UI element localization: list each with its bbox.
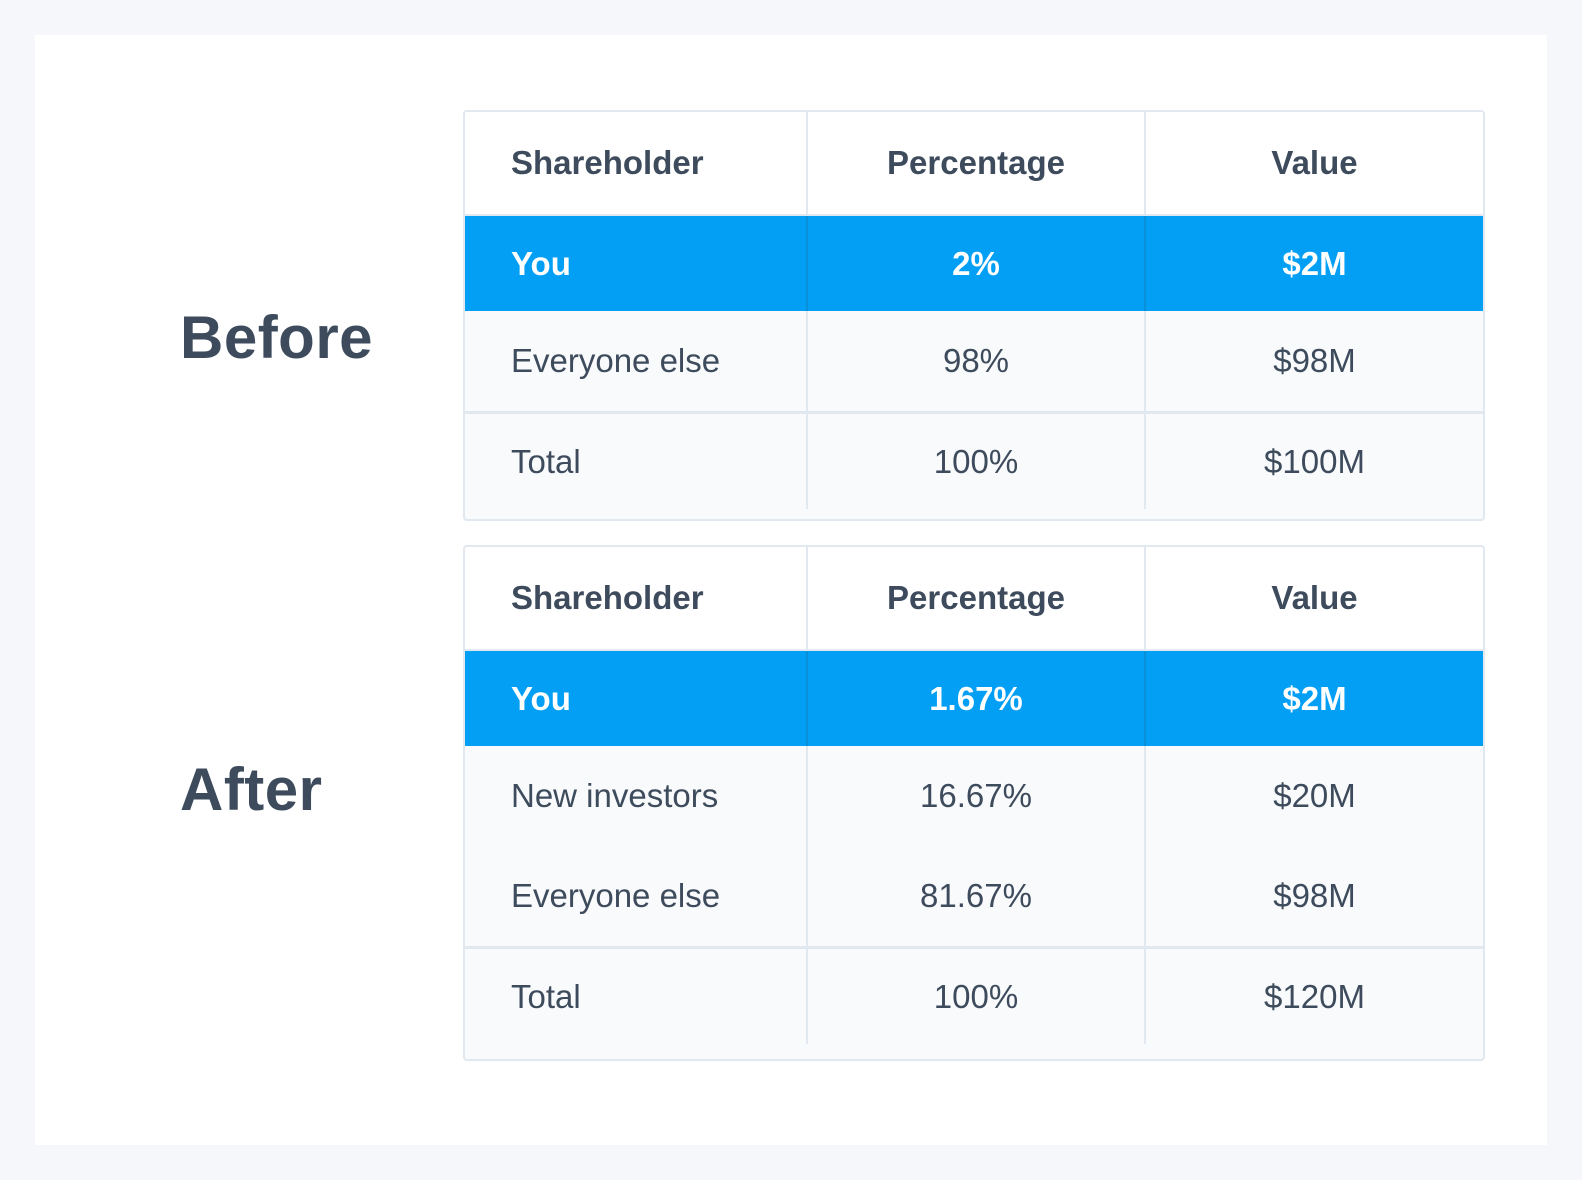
cell-percentage: 2% xyxy=(808,216,1146,311)
cell-value: $120M xyxy=(1146,949,1483,1044)
cell-percentage: 98% xyxy=(808,311,1146,411)
cell-shareholder: New investors xyxy=(465,746,808,846)
cell-value: $20M xyxy=(1146,746,1483,846)
header-value: Value xyxy=(1146,112,1483,214)
cell-value: $100M xyxy=(1146,414,1483,509)
table-header-row: Shareholder Percentage Value xyxy=(465,112,1483,216)
table-row-you: You 1.67% $2M xyxy=(465,651,1483,746)
table-header-row: Shareholder Percentage Value xyxy=(465,547,1483,651)
table-row-total: Total 100% $100M xyxy=(465,411,1483,509)
cell-percentage: 81.67% xyxy=(808,846,1146,946)
cell-shareholder: Everyone else xyxy=(465,846,808,946)
cell-percentage: 1.67% xyxy=(808,651,1146,746)
cell-shareholder: You xyxy=(465,651,808,746)
cell-shareholder: Everyone else xyxy=(465,311,808,411)
header-shareholder: Shareholder xyxy=(465,112,808,214)
header-percentage: Percentage xyxy=(808,112,1146,214)
table-row-total: Total 100% $120M xyxy=(465,946,1483,1044)
after-table: Shareholder Percentage Value You 1.67% $… xyxy=(463,545,1485,1061)
cell-value: $2M xyxy=(1146,216,1483,311)
cell-value: $98M xyxy=(1146,311,1483,411)
table-row: New investors 16.67% $20M xyxy=(465,746,1483,846)
cell-percentage: 100% xyxy=(808,414,1146,509)
content-card: Before After Shareholder Percentage Valu… xyxy=(35,35,1547,1145)
after-label: After xyxy=(180,755,323,824)
cell-shareholder: You xyxy=(465,216,808,311)
table-row: Everyone else 81.67% $98M xyxy=(465,846,1483,946)
cell-value: $2M xyxy=(1146,651,1483,746)
header-shareholder: Shareholder xyxy=(465,547,808,649)
before-table: Shareholder Percentage Value You 2% $2M … xyxy=(463,110,1485,521)
cell-value: $98M xyxy=(1146,846,1483,946)
table-row: Everyone else 98% $98M xyxy=(465,311,1483,411)
cell-percentage: 100% xyxy=(808,949,1146,1044)
table-row-you: You 2% $2M xyxy=(465,216,1483,311)
header-percentage: Percentage xyxy=(808,547,1146,649)
cell-shareholder: Total xyxy=(465,949,808,1044)
cell-percentage: 16.67% xyxy=(808,746,1146,846)
before-label: Before xyxy=(180,303,373,372)
cell-shareholder: Total xyxy=(465,414,808,509)
header-value: Value xyxy=(1146,547,1483,649)
